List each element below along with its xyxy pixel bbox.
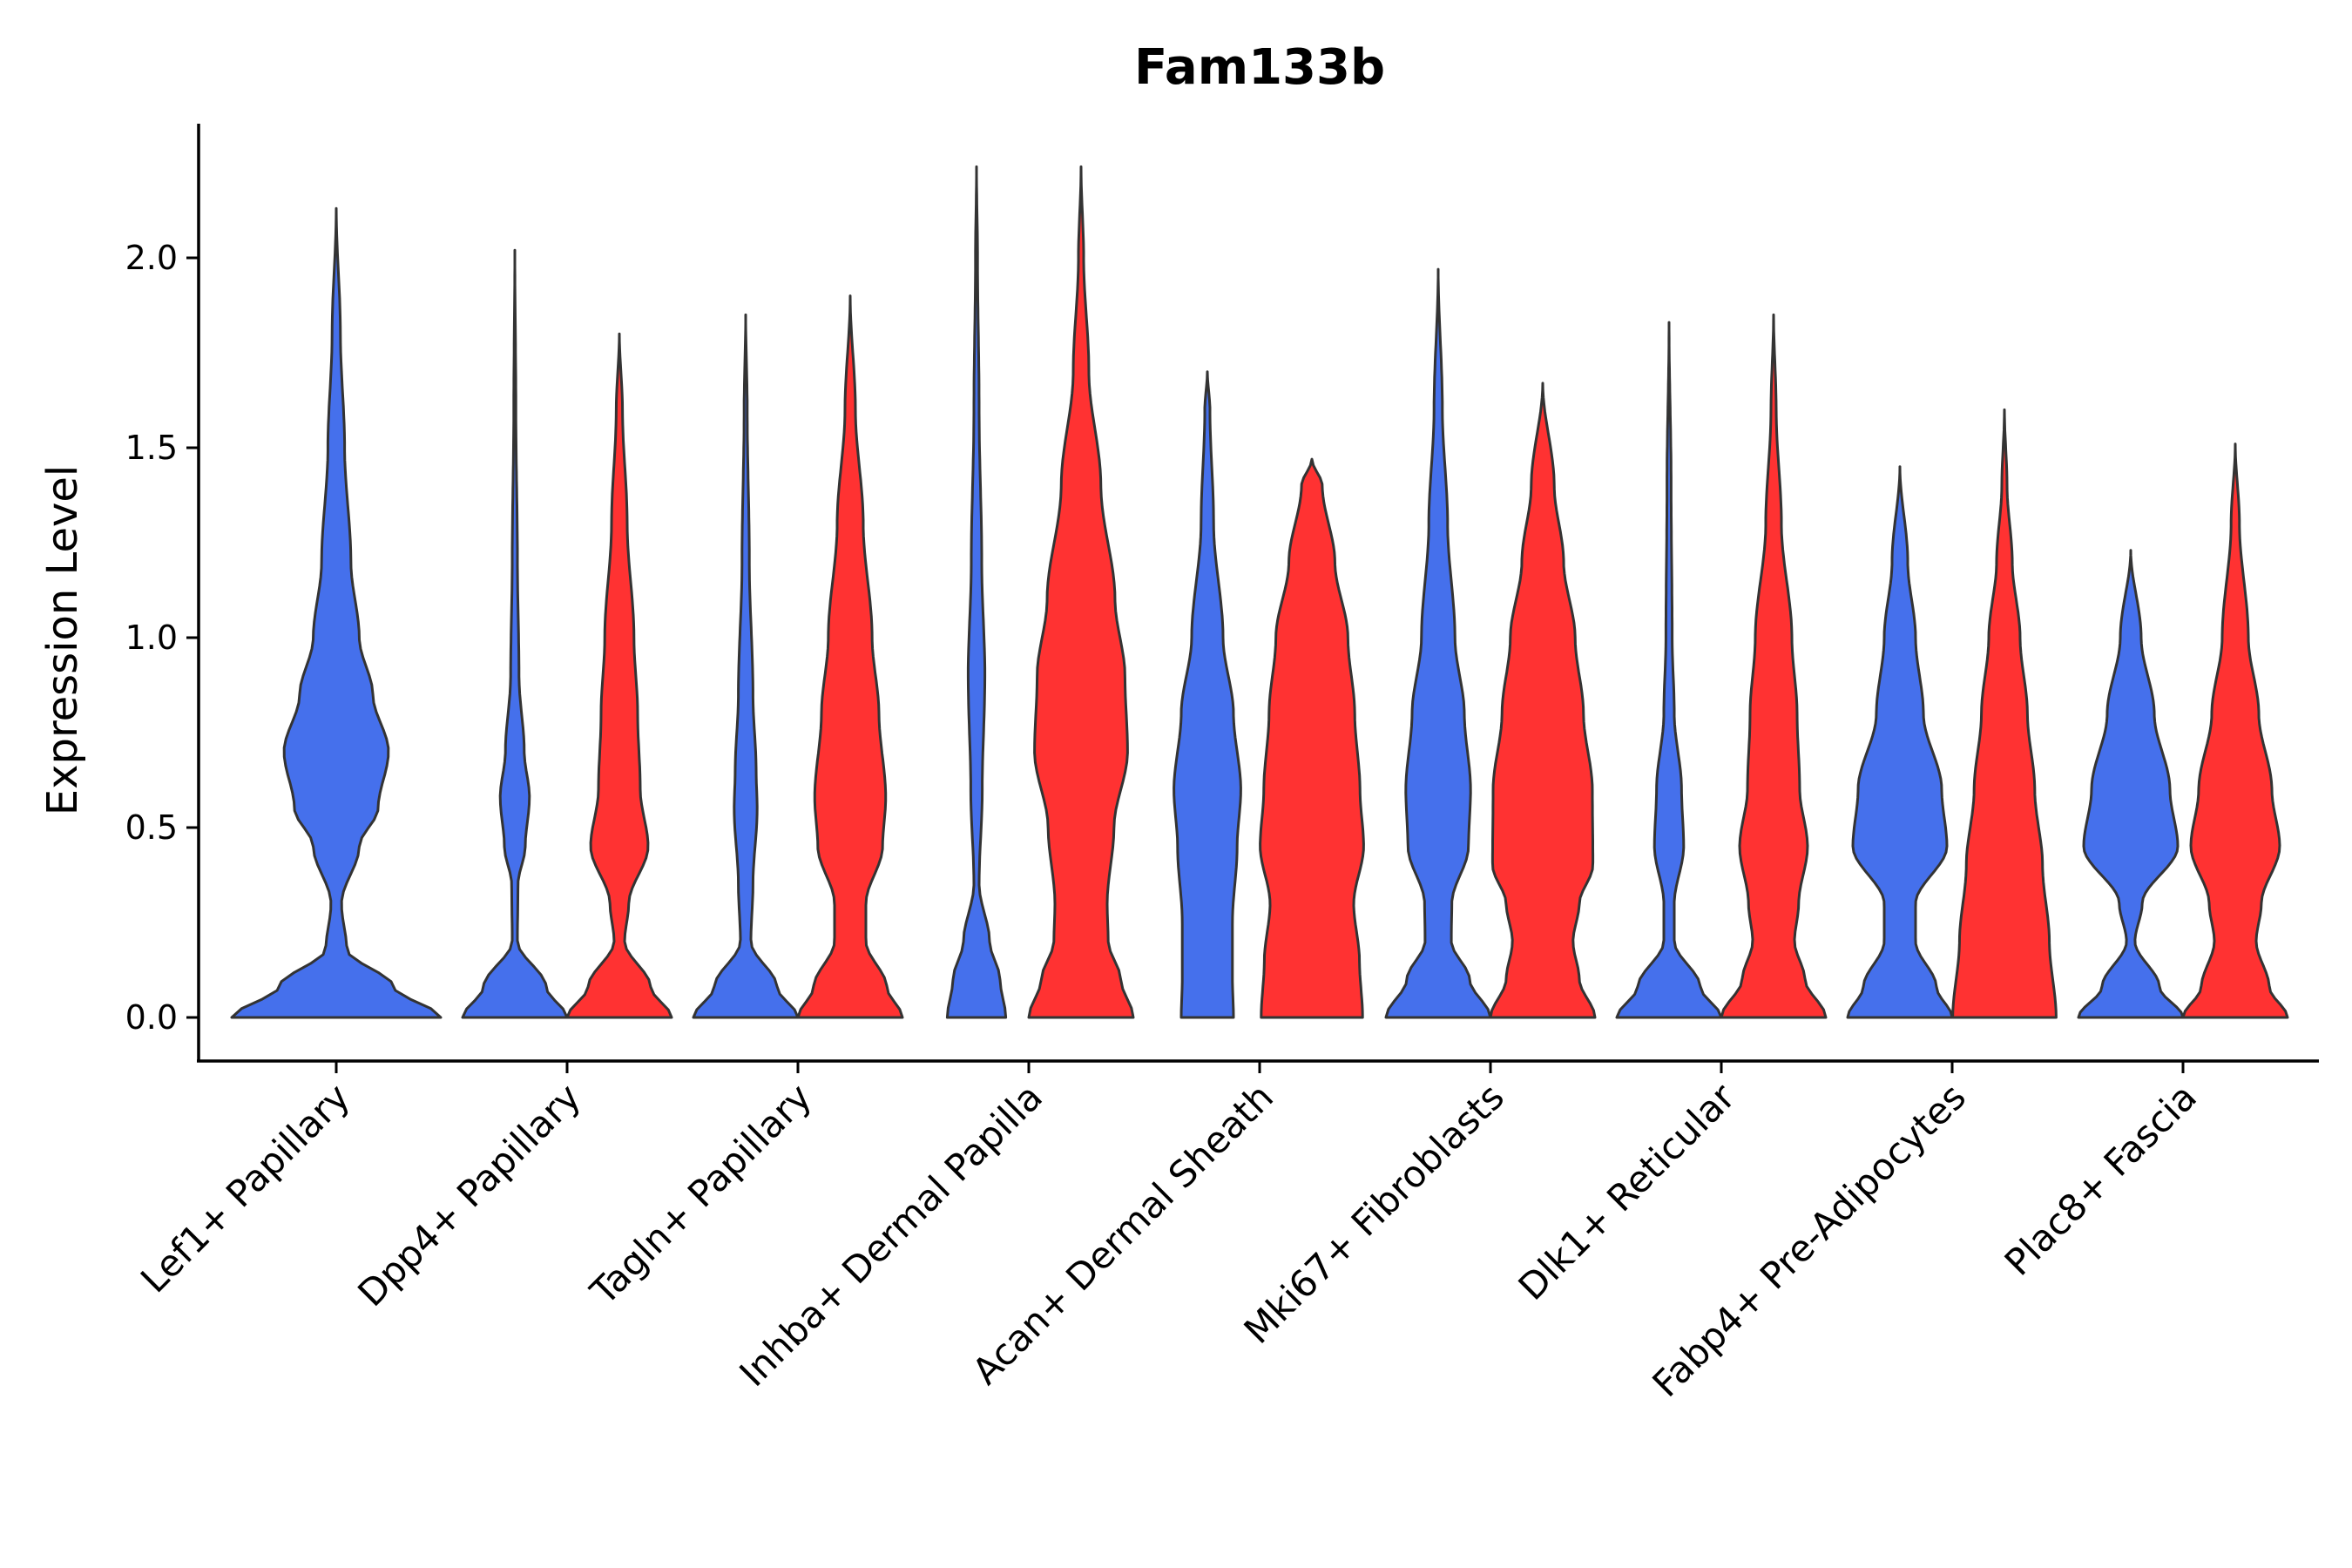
violin-2-acan-dermal-sheath <box>1259 457 1365 1019</box>
y-tick-label: 0.5 <box>125 808 178 847</box>
y-tick-label: 2.0 <box>125 239 178 277</box>
violin-2-fabp4-pre-adipocytes <box>1951 408 2058 1019</box>
violin-2-inhba-dermal-papilla <box>1027 165 1135 1019</box>
chart-title: Fam133b <box>1134 39 1385 96</box>
violin-1-lef1-papillary <box>230 206 443 1019</box>
x-tick-label: Mki67+ Fibroblasts <box>1236 1075 1512 1351</box>
x-tick-label: Dpp4+ Papillary <box>349 1075 589 1315</box>
violin-1-acan-dermal-sheath <box>1173 370 1242 1019</box>
violin-2-tagln-papillary <box>796 294 904 1019</box>
violin-1-dlk1-reticular <box>1615 321 1723 1019</box>
x-tick-label: Plac8+ Fascia <box>1997 1075 2205 1283</box>
violin-1-plac8-fascia <box>2077 549 2185 1019</box>
violin-1-mki67-fibroblasts <box>1384 267 1492 1019</box>
y-tick-label: 1.0 <box>125 618 178 657</box>
violin-2-mki67-fibroblasts <box>1489 382 1597 1019</box>
violin-2-dlk1-reticular <box>1720 313 1828 1019</box>
y-tick-label: 1.5 <box>125 429 178 467</box>
violin-2-dpp4-papillary <box>565 332 673 1019</box>
x-tick-label: Tagln+ Papillary <box>582 1075 820 1313</box>
violin-group <box>230 165 2289 1019</box>
x-tick-label: Dlk1+ Reticular <box>1511 1075 1744 1308</box>
x-tick-label: Lef1+ Papillary <box>132 1075 358 1301</box>
violin-1-tagln-papillary <box>692 313 800 1019</box>
y-axis: 0.0 0.5 1.0 1.5 2.0 <box>125 124 200 1061</box>
violin-2-plac8-fascia <box>2181 443 2289 1019</box>
violin-1-fabp4-pre-adipocytes <box>1846 465 1954 1019</box>
y-tick-label: 0.0 <box>125 998 178 1037</box>
y-axis-label: Expression Level <box>38 465 87 816</box>
violin-1-inhba-dermal-papilla <box>945 165 1008 1019</box>
violin-1-dpp4-papillary <box>461 248 569 1019</box>
